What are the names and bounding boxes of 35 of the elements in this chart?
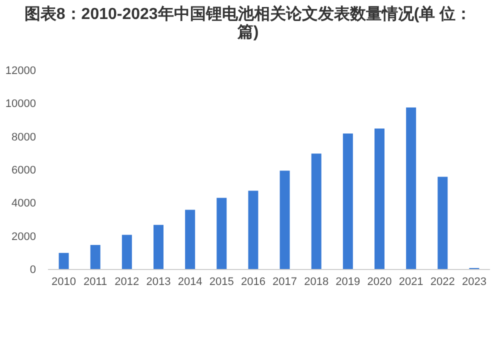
y-tick-label: 2000 <box>12 230 36 243</box>
x-tick-label: 2019 <box>336 276 360 288</box>
bar <box>154 224 164 269</box>
x-tick-label: 2011 <box>84 276 108 288</box>
bar <box>58 252 69 269</box>
x-tick-label: 2018 <box>304 276 329 288</box>
bar <box>280 170 290 269</box>
x-tick-label: 2014 <box>178 276 202 288</box>
bar <box>406 107 416 269</box>
y-tick-label: 4000 <box>12 198 36 210</box>
x-tick-label: 2016 <box>240 276 266 288</box>
x-tick-label: 2020 <box>367 276 392 288</box>
y-tick-label: 8000 <box>12 131 36 144</box>
bar <box>185 210 196 269</box>
bar <box>342 134 353 269</box>
bar <box>438 176 448 269</box>
y-tick-label: 10000 <box>5 98 36 110</box>
y-tick-label: 0 <box>30 264 36 276</box>
x-tick-label: 2023 <box>462 276 486 288</box>
x-tick-label: 2022 <box>430 276 455 288</box>
bar <box>90 244 100 269</box>
bar <box>374 128 384 269</box>
bar <box>248 190 258 269</box>
chart-title: 图表8：2010-2023年中国锂电池相关论文发表数量情况(单 位：篇) <box>23 6 473 42</box>
x-tick-label: 2021 <box>398 276 424 288</box>
x-tick-label: 2013 <box>146 276 171 288</box>
x-tick-label: 2017 <box>272 276 298 288</box>
x-tick-label: 2015 <box>209 276 234 288</box>
bar <box>122 234 132 269</box>
y-tick-label: 6000 <box>12 164 36 176</box>
bar <box>311 154 322 269</box>
y-tick-label: 12000 <box>5 65 36 77</box>
x-tick-label: 2012 <box>114 276 140 288</box>
bar <box>216 198 227 269</box>
x-tick-label: 2010 <box>52 276 76 288</box>
